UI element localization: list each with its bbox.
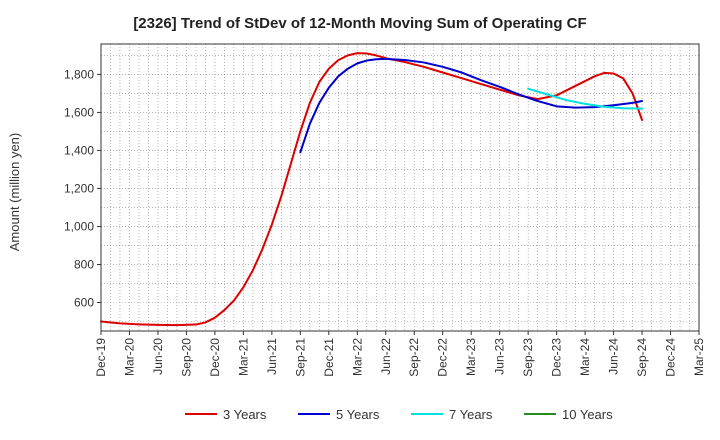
x-tick-label: Mar-21 xyxy=(236,338,250,376)
y-tick-label: 1,200 xyxy=(64,181,94,195)
plot-area xyxy=(101,44,699,331)
x-tick-label: Sep-24 xyxy=(635,338,649,377)
x-tick-label: Mar-23 xyxy=(464,338,478,376)
x-tick-label: Jun-24 xyxy=(607,338,621,375)
legend-label-7-years: 7 Years xyxy=(449,407,493,422)
x-tick-label: Dec-19 xyxy=(94,338,108,377)
y-tick-label: 1,000 xyxy=(64,219,94,233)
x-tick-label: Sep-20 xyxy=(179,338,193,377)
y-axis-label: Amount (million yen) xyxy=(7,133,22,252)
x-tick-label: Mar-25 xyxy=(692,338,706,376)
x-tick-label: Sep-23 xyxy=(521,338,535,377)
x-tick-label: Mar-24 xyxy=(578,338,592,376)
series-line-7-years xyxy=(527,87,644,110)
x-tick-label: Sep-22 xyxy=(407,338,421,377)
x-tick-label: Dec-24 xyxy=(664,338,678,377)
x-tick-label: Mar-20 xyxy=(122,338,136,376)
chart-title: [2326] Trend of StDev of 12-Month Moving… xyxy=(133,15,586,32)
x-tick-label: Dec-21 xyxy=(322,338,336,377)
x-tick-label: Dec-23 xyxy=(550,338,564,377)
x-tick-label: Mar-22 xyxy=(350,338,364,376)
series-line-5-years xyxy=(299,57,644,154)
x-tick-label: Jun-21 xyxy=(265,338,279,375)
series-lines xyxy=(100,52,644,327)
x-tick-label: Dec-22 xyxy=(436,338,450,377)
x-tick-label: Sep-21 xyxy=(293,338,307,377)
series-line-3-years xyxy=(100,52,644,327)
y-axis: 600 800 1,000 1,200 1,400 1,600 1,800 xyxy=(64,67,101,309)
x-tick-label: Dec-20 xyxy=(208,338,222,377)
y-tick-label: 1,600 xyxy=(64,105,94,119)
y-tick-label: 1,400 xyxy=(64,143,94,157)
plot-frame xyxy=(100,43,700,332)
x-axis: Dec-19 Mar-20 Jun-20 Sep-20 Dec-20 Mar-21 Jun-… xyxy=(94,331,706,377)
legend: 3 Years 5 Years 7 Years 10 Years xyxy=(185,407,613,422)
y-tick-label: 800 xyxy=(74,257,94,271)
x-tick-label: Jun-23 xyxy=(493,338,507,375)
x-tick-label: Jun-22 xyxy=(379,338,393,375)
y-tick-label: 1,800 xyxy=(64,67,94,81)
legend-label-10-years: 10 Years xyxy=(562,407,613,422)
legend-label-5-years: 5 Years xyxy=(336,407,380,422)
x-tick-label: Jun-20 xyxy=(151,338,165,375)
legend-label-3-years: 3 Years xyxy=(223,407,267,422)
y-tick-label: 600 xyxy=(74,295,94,309)
grid xyxy=(101,44,699,331)
